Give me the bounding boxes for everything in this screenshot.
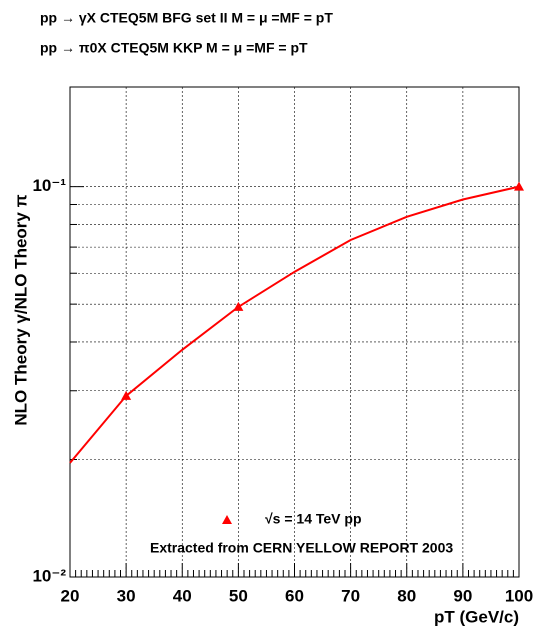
- x-axis-label: pT (GeV/c): [434, 607, 519, 626]
- x-tick-label: 20: [61, 586, 80, 605]
- annotation: Extracted from CERN YELLOW REPORT 2003: [150, 540, 453, 556]
- x-tick-label: 50: [229, 586, 248, 605]
- marker: [121, 390, 132, 400]
- x-tick-label: 60: [285, 586, 304, 605]
- x-tick-label: 40: [173, 586, 192, 605]
- x-tick-label: 100: [505, 586, 533, 605]
- chart-subtitle: pp → π0X CTEQ5M KKP M = μ =MF = pT: [40, 40, 308, 56]
- x-tick-label: 90: [453, 586, 472, 605]
- y-axis-label: NLO Theory γ/NLO Theory π: [11, 194, 30, 425]
- line: [69, 185, 520, 464]
- marker: [514, 181, 524, 191]
- chart-title: pp → γX CTEQ5M BFG set II M = μ =MF = pT: [40, 10, 333, 26]
- legend-label: √s = 14 TeV pp: [265, 511, 362, 527]
- marker: [233, 301, 244, 311]
- x-tick-label: 30: [117, 586, 136, 605]
- plot-frame: [69, 86, 520, 578]
- y-tick-label: 10⁻¹: [32, 176, 66, 195]
- y-tick-label: 10⁻²: [32, 566, 66, 585]
- x-tick-label: 70: [341, 586, 360, 605]
- x-tick-label: 80: [397, 586, 416, 605]
- legend-marker: [222, 515, 232, 524]
